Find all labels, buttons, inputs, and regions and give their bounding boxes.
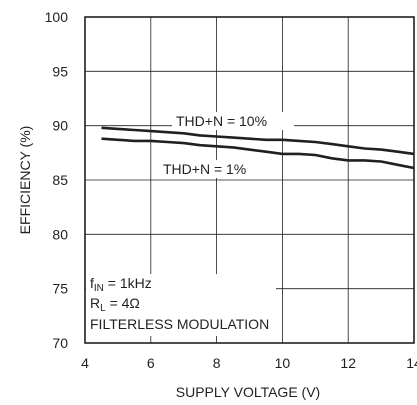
series-lines bbox=[101, 126, 415, 170]
x-tick-label: 10 bbox=[275, 355, 291, 371]
y-tick-label: 95 bbox=[52, 63, 68, 79]
x-tick-label: 12 bbox=[340, 355, 356, 371]
y-tick-label: 75 bbox=[52, 281, 68, 297]
annotation-load-resistance: RL = 4Ω bbox=[90, 295, 140, 314]
test-conditions: fIN = 1kHz RL = 4Ω FILTERLESS MODULATION bbox=[86, 274, 276, 336]
y-tick-label: 80 bbox=[52, 226, 68, 242]
annotation-background bbox=[86, 274, 276, 336]
plot-frame bbox=[84, 16, 415, 344]
y-tick-label: 85 bbox=[52, 172, 68, 188]
series-label-background bbox=[172, 112, 294, 130]
series-label-thd-1: THD+N = 1% bbox=[163, 161, 246, 177]
x-tick-label: 14 bbox=[406, 355, 417, 371]
x-axis-label: SUPPLY VOLTAGE (V) bbox=[176, 384, 320, 400]
x-tick-label: 8 bbox=[213, 355, 221, 371]
x-tick-label: 6 bbox=[147, 355, 155, 371]
x-tick-label: 4 bbox=[81, 355, 89, 371]
tick-labels: 4 6 8 10 12 14 70 75 80 85 90 95 100 bbox=[45, 9, 417, 371]
series-thd-10-line bbox=[101, 126, 415, 156]
y-tick-label: 90 bbox=[52, 118, 68, 134]
series-thd-1-line bbox=[101, 137, 415, 170]
series-label-thd-10: THD+N = 10% bbox=[176, 113, 267, 129]
annotation-modulation: FILTERLESS MODULATION bbox=[90, 316, 269, 332]
y-axis-label: EFFICIENCY (%) bbox=[17, 126, 33, 235]
annotation-input-frequency: fIN = 1kHz bbox=[90, 275, 152, 294]
series-labels: THD+N = 10% THD+N = 1% bbox=[160, 112, 294, 178]
y-tick-label: 70 bbox=[52, 335, 68, 351]
y-tick-label: 100 bbox=[45, 9, 69, 25]
series-label-background bbox=[160, 160, 254, 178]
